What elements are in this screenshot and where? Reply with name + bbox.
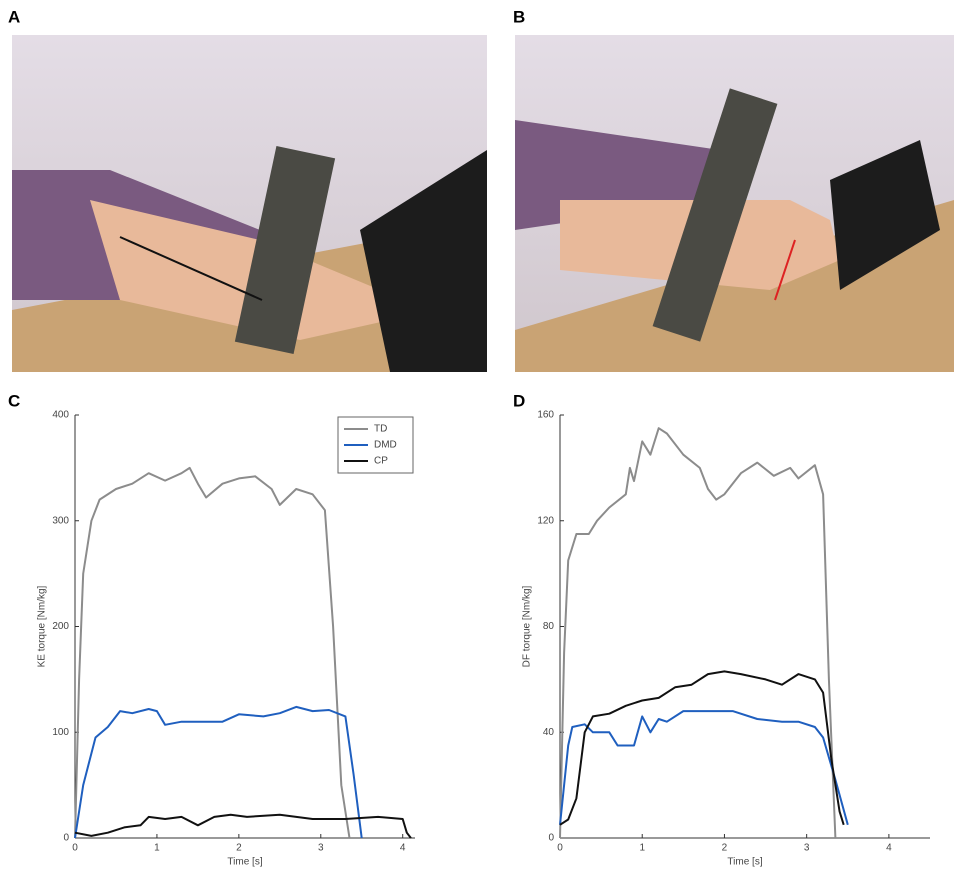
y-tick-label: 300 [52, 515, 69, 526]
panel-label: B [513, 7, 525, 26]
panel-label: C [8, 391, 20, 410]
y-tick-label: 40 [543, 727, 555, 738]
x-tick-label: 1 [639, 843, 645, 854]
x-tick-label: 0 [72, 843, 78, 854]
x-tick-label: 4 [400, 843, 406, 854]
series-line [75, 468, 350, 838]
series-line [560, 711, 848, 825]
photo-b [515, 35, 954, 372]
x-axis-label: Time [s] [727, 857, 762, 868]
x-tick-label: 1 [154, 843, 160, 854]
legend-label: CP [374, 456, 388, 467]
panel-label: A [8, 7, 20, 26]
x-tick-label: 2 [722, 843, 728, 854]
series-line [560, 428, 835, 838]
y-tick-label: 0 [63, 833, 69, 844]
y-tick-label: 120 [537, 515, 554, 526]
legend-label: TD [374, 424, 387, 435]
y-tick-label: 200 [52, 621, 69, 632]
y-tick-label: 160 [537, 410, 554, 421]
x-tick-label: 4 [886, 843, 892, 854]
y-tick-label: 400 [52, 410, 69, 421]
y-tick-label: 100 [52, 727, 69, 738]
x-tick-label: 3 [318, 843, 324, 854]
series-line [560, 671, 844, 824]
y-axis-label: KE torque [Nm/kg] [37, 585, 48, 667]
legend-label: DMD [374, 440, 397, 451]
photo-a [12, 35, 487, 372]
y-tick-label: 80 [543, 621, 555, 632]
x-tick-label: 2 [236, 843, 242, 854]
y-tick-label: 0 [548, 833, 554, 844]
panel-label: D [513, 391, 525, 410]
x-axis-label: Time [s] [227, 857, 262, 868]
figure: A B C D 012340100200300400Time [s]KE tor… [0, 0, 954, 876]
x-tick-label: 0 [557, 843, 563, 854]
x-tick-label: 3 [804, 843, 810, 854]
y-axis-label: DF torque [Nm/kg] [522, 585, 533, 667]
